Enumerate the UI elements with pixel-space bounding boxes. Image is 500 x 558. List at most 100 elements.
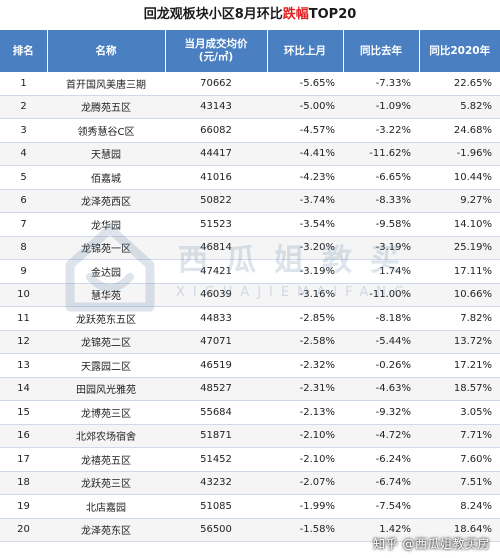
cell-mom: -2.31% [267,377,343,401]
cell-rank: 9 [0,259,47,284]
cell-vs2020: 10.66% [419,283,500,307]
table-row: 3 领秀慧谷C区 66082 -4.57% -3.22% 24.68% [0,118,500,143]
cell-rank: 14 [0,377,47,401]
cell-mom: -1.58% [267,518,343,542]
cell-rank: 8 [0,236,47,260]
cell-name: 龙博苑三区 [47,400,165,425]
cell-rank: 15 [0,400,47,425]
cell-name: 天露园二区 [47,353,165,378]
cell-name: 佰嘉城 [47,165,165,190]
cell-name: 龙禧苑五区 [47,447,165,472]
cell-name: 龙锦苑二区 [47,330,165,354]
cell-yoy: -9.58% [343,212,419,237]
source-watermark: 知乎 @西瓜姐教买房 [373,537,490,551]
table-row: 13 天露园二区 46519 -2.32% -0.26% 17.21% [0,353,500,378]
cell-price: 46039 [165,283,267,307]
cell-name: 龙泽苑西区 [47,189,165,213]
cell-vs2020: 7.51% [419,471,500,495]
title-highlight: 跌幅 [282,7,309,22]
table-row: 7 龙华园 51523 -3.54% -9.58% 14.10% [0,212,500,237]
cell-price: 51871 [165,424,267,448]
cell-name: 龙跃苑东五区 [47,306,165,331]
cell-price: 66082 [165,118,267,143]
cell-price: 47421 [165,259,267,284]
ranking-table: 排名 名称 当月成交均价 (元/㎡) 环比上月 同比去年 同比2020年 1 首开… [0,30,500,542]
cell-vs2020: 22.65% [419,72,500,96]
cell-rank: 6 [0,189,47,213]
cell-yoy: -6.74% [343,471,419,495]
cell-yoy: -6.24% [343,447,419,472]
cell-vs2020: 17.11% [419,259,500,284]
cell-yoy: 1.74% [343,259,419,284]
cell-vs2020: 7.60% [419,447,500,472]
cell-rank: 4 [0,142,47,166]
cell-vs2020: 25.19% [419,236,500,260]
header-rank: 排名 [0,30,48,72]
cell-rank: 5 [0,165,47,190]
cell-price: 43143 [165,95,267,119]
cell-yoy: -8.18% [343,306,419,331]
title-main: 回龙观板块小区8月环比 [143,7,283,22]
cell-name: 龙华园 [47,212,165,237]
table-row: 6 龙泽苑西区 50822 -3.74% -8.33% 9.27% [0,189,500,213]
cell-vs2020: 14.10% [419,212,500,237]
cell-vs2020: 10.44% [419,165,500,190]
cell-price: 51452 [165,447,267,472]
cell-price: 50822 [165,189,267,213]
cell-name: 龙泽苑东区 [47,518,165,542]
cell-rank: 13 [0,353,47,378]
cell-mom: -3.20% [267,236,343,260]
cell-vs2020: -1.96% [419,142,500,166]
header-price-line1: 当月成交均价 [184,38,248,50]
table-row: 17 龙禧苑五区 51452 -2.10% -6.24% 7.60% [0,447,500,472]
cell-mom: -1.99% [267,494,343,519]
cell-price: 48527 [165,377,267,401]
cell-vs2020: 8.24% [419,494,500,519]
table-row: 1 首开国风美唐三期 70662 -5.65% -7.33% 22.65% [0,72,500,96]
table-row: 8 龙锦苑一区 46814 -3.20% -3.19% 25.19% [0,236,500,260]
cell-mom: -3.19% [267,259,343,284]
cell-yoy: -8.33% [343,189,419,213]
cell-mom: -3.16% [267,283,343,307]
cell-vs2020: 5.82% [419,95,500,119]
table-row: 20 龙泽苑东区 56500 -1.58% 1.42% 18.64% [0,518,500,542]
cell-name: 龙锦苑一区 [47,236,165,260]
cell-vs2020: 7.82% [419,306,500,331]
cell-yoy: -7.54% [343,494,419,519]
cell-mom: -4.23% [267,165,343,190]
cell-rank: 19 [0,494,47,519]
cell-mom: -3.54% [267,212,343,237]
cell-name: 龙跃苑三区 [47,471,165,495]
header-vs2020: 同比2020年 [419,30,500,72]
cell-price: 44833 [165,306,267,331]
cell-mom: -2.58% [267,330,343,354]
table-row: 15 龙博苑三区 55684 -2.13% -9.32% 3.05% [0,400,500,425]
cell-mom: -4.57% [267,118,343,143]
cell-rank: 11 [0,306,47,331]
cell-yoy: -11.62% [343,142,419,166]
cell-price: 56500 [165,518,267,542]
cell-rank: 18 [0,471,47,495]
cell-rank: 7 [0,212,47,237]
cell-vs2020: 18.57% [419,377,500,401]
cell-mom: -2.85% [267,306,343,331]
title-suffix: TOP20 [308,7,357,22]
cell-price: 47071 [165,330,267,354]
cell-mom: -2.10% [267,424,343,448]
cell-yoy: -1.09% [343,95,419,119]
cell-vs2020: 17.21% [419,353,500,378]
cell-price: 51085 [165,494,267,519]
header-price-line2: (元/㎡) [198,51,234,63]
cell-mom: -2.32% [267,353,343,378]
cell-name: 慧华苑 [47,283,165,307]
cell-yoy: -7.33% [343,72,419,96]
cell-mom: -4.41% [267,142,343,166]
table-row: 12 龙锦苑二区 47071 -2.58% -5.44% 13.72% [0,330,500,354]
table-row: 4 天慧园 44417 -4.41% -11.62% -1.96% [0,142,500,166]
cell-name: 首开国风美唐三期 [47,72,165,96]
cell-yoy: -0.26% [343,353,419,378]
table-body: 1 首开国风美唐三期 70662 -5.65% -7.33% 22.65% 2 龙腾苑五区 43… [0,72,500,542]
cell-vs2020: 9.27% [419,189,500,213]
cell-name: 金达园 [47,259,165,284]
cell-rank: 16 [0,424,47,448]
